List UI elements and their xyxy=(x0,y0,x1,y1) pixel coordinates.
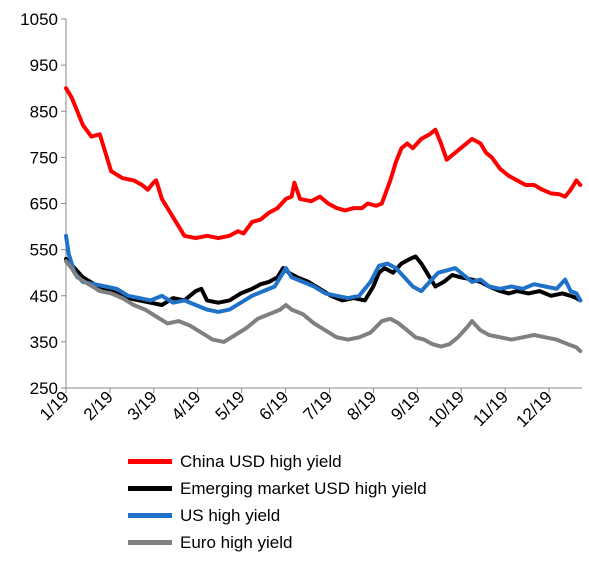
y-tick-label: 350 xyxy=(30,333,58,352)
y-tick-label: 550 xyxy=(30,241,58,260)
x-tick-label: 5/19 xyxy=(212,387,249,424)
x-tick-label: 2/19 xyxy=(80,387,117,424)
y-tick-label: 250 xyxy=(30,379,58,398)
y-tick-label: 650 xyxy=(30,195,58,214)
y-tick-label: 950 xyxy=(30,56,58,75)
legend: China USD high yield Emerging market USD… xyxy=(128,448,427,556)
legend-item-euro: Euro high yield xyxy=(128,529,427,556)
series-line-3 xyxy=(64,259,583,354)
legend-label-euro: Euro high yield xyxy=(180,532,293,552)
x-tick-label: 7/19 xyxy=(299,387,336,424)
legend-swatch-emerging xyxy=(128,486,172,491)
legend-item-us: US high yield xyxy=(128,502,427,529)
x-tick-label: 9/19 xyxy=(387,387,424,424)
x-tick-label: 8/19 xyxy=(343,387,380,424)
series-line-2 xyxy=(64,233,583,314)
x-tick-label: 6/19 xyxy=(256,387,293,424)
legend-swatch-china xyxy=(128,459,172,464)
legend-item-china: China USD high yield xyxy=(128,448,427,475)
legend-label-china: China USD high yield xyxy=(180,451,342,471)
y-tick-label: 1050 xyxy=(20,10,58,29)
x-tick-label: 4/19 xyxy=(168,387,205,424)
x-tick-label: 12/19 xyxy=(512,387,556,431)
x-tick-label: 10/19 xyxy=(425,387,469,431)
legend-label-emerging: Emerging market USD high yield xyxy=(180,478,427,498)
legend-label-us: US high yield xyxy=(180,505,281,525)
x-tick-label: 3/19 xyxy=(124,387,161,424)
y-tick-label: 450 xyxy=(30,287,58,306)
y-tick-label: 850 xyxy=(30,102,58,121)
legend-item-emerging: Emerging market USD high yield xyxy=(128,475,427,502)
series-line-0 xyxy=(64,86,583,241)
x-tick-label: 11/19 xyxy=(469,387,512,430)
legend-swatch-us xyxy=(128,513,172,518)
legend-swatch-euro xyxy=(128,540,172,545)
y-tick-label: 750 xyxy=(30,148,58,167)
